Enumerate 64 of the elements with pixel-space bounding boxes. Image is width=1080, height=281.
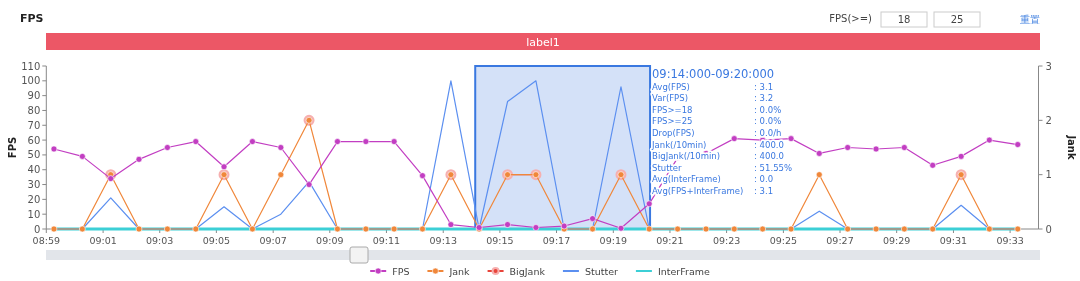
legend-label: InterFrame — [657, 265, 710, 277]
annotation: : 3.1 — [754, 81, 774, 92]
y-tick-label: 80 — [27, 104, 41, 116]
x-tick-label: 09:05 — [202, 235, 231, 246]
y-tick-label: 20 — [27, 193, 41, 205]
text: 18 — [897, 14, 911, 25]
y-tick-label: 10 — [27, 208, 41, 220]
annotation: : 0.0 — [754, 174, 774, 185]
x-tick-label: 09:23 — [712, 235, 741, 246]
legend-label: Stutter — [584, 265, 618, 277]
chart-title: FPS — [20, 12, 44, 25]
text: label1 — [526, 35, 560, 49]
x-tick-label: 09:01 — [89, 235, 117, 246]
x-tick-label: 09:27 — [826, 235, 854, 246]
annotation: Jank(/10min) — [651, 139, 707, 150]
y-tick-label: 90 — [27, 90, 41, 102]
text: 25 — [950, 14, 964, 25]
annotation: : 51.55% — [754, 162, 793, 173]
x-tick-label: 09:29 — [882, 235, 911, 246]
y2-tick-label: 0 — [1045, 223, 1052, 235]
y-tick-label: 0 — [33, 223, 41, 235]
x-tick-label: 09:03 — [146, 235, 174, 246]
y2-tick-label: 1 — [1045, 169, 1052, 181]
annotation: : 400.0 — [754, 139, 784, 150]
annotation: Var(FPS) — [652, 93, 688, 104]
annotation: Avg(FPS) — [652, 81, 690, 92]
y-axis-title: FPS — [7, 136, 18, 159]
y-tick-label: 40 — [27, 164, 41, 176]
legend-label: BigJank — [509, 265, 546, 277]
y-tick-label: 30 — [27, 179, 41, 191]
annotation: : 3.1 — [754, 185, 774, 196]
x-tick-label: 09:07 — [259, 235, 287, 246]
y-tick-label: 70 — [27, 119, 41, 131]
annotation: FPS>=25 — [652, 116, 693, 127]
text: FPS(>=) — [829, 13, 873, 24]
band-label: 09:14:000-09:20:000 — [652, 67, 775, 81]
annotation: : 400.0 — [754, 151, 784, 162]
legend-label: Jank — [448, 265, 471, 277]
y-tick-label: 110 — [21, 60, 41, 72]
y-tick-label: 60 — [27, 134, 41, 146]
x-tick-label: 09:25 — [769, 235, 798, 246]
x-tick-label: 09:21 — [656, 235, 684, 246]
annotation: : 0.0% — [754, 104, 782, 115]
annotation: Drop(FPS) — [652, 127, 695, 138]
x-tick-label: 09:17 — [542, 235, 571, 246]
y-tick-label: 50 — [27, 149, 41, 161]
text: 重置 — [1020, 14, 1040, 25]
annotation: : 3.2 — [754, 93, 774, 104]
legend-label: FPS — [392, 265, 410, 277]
x-tick-label: 09:13 — [429, 235, 457, 246]
x-tick-label: 09:19 — [599, 235, 628, 246]
x-tick-label: 09:15 — [486, 235, 514, 246]
x-tick-label: 08:59 — [32, 235, 60, 246]
x-tick-label: 09:33 — [996, 235, 1024, 246]
annotation: : 0.0% — [754, 116, 782, 127]
x-tick-label: 09:09 — [316, 235, 344, 246]
y2-axis-title: Jank — [1066, 134, 1077, 160]
y2-tick-label: 2 — [1045, 114, 1052, 126]
y-tick-label: 100 — [21, 75, 41, 87]
y2-tick-label: 3 — [1045, 60, 1052, 72]
x-tick-label: 09:11 — [372, 235, 401, 246]
annotation: : 0.0/h — [754, 127, 782, 138]
annotation: FPS>=18 — [652, 104, 693, 115]
x-tick-label: 09:31 — [939, 235, 968, 246]
